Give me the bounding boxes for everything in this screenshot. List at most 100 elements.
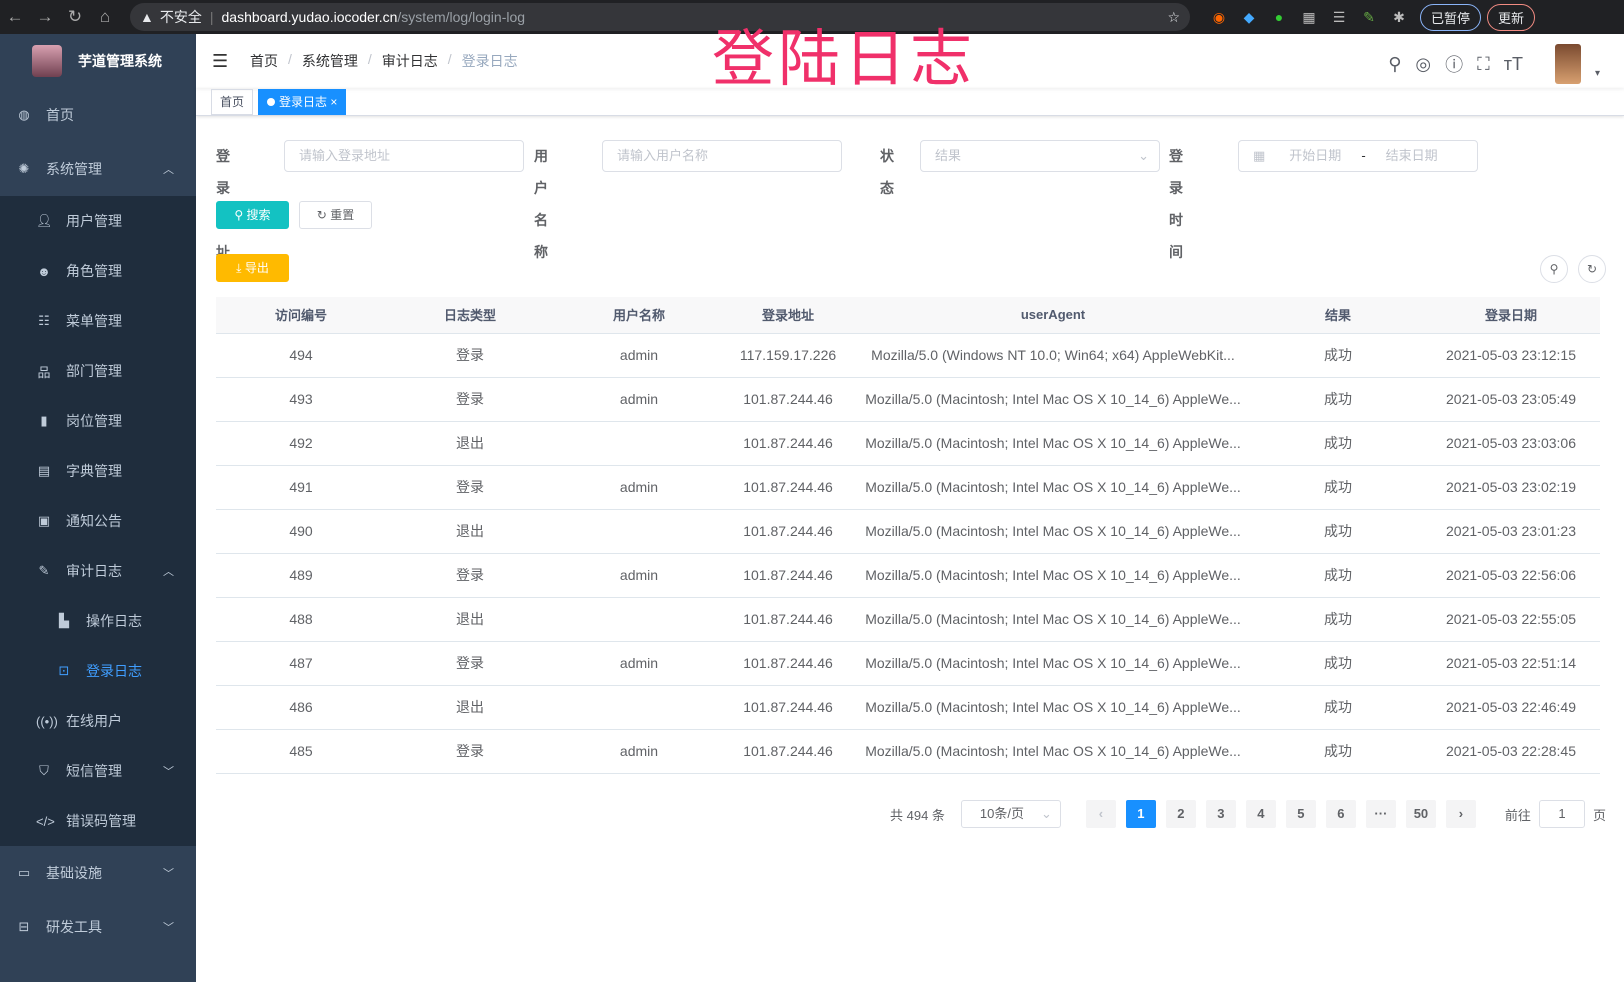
- table-cell: 成功: [1254, 509, 1422, 554]
- sidebar-item-online-user[interactable]: ((•)) 在线用户: [0, 696, 196, 746]
- export-button[interactable]: ⤓ 导出: [216, 254, 289, 282]
- chevron-down-icon: ⌄: [1138, 148, 1149, 163]
- avatar[interactable]: [1554, 44, 1581, 84]
- sidebar-item-dict[interactable]: ▤ 字典管理: [0, 446, 196, 496]
- bookmark-star-icon[interactable]: ☆: [1167, 8, 1180, 25]
- menu-label: 字典管理: [66, 463, 122, 479]
- hamburger-icon[interactable]: ☰: [212, 50, 229, 71]
- page-button[interactable]: 3: [1205, 800, 1236, 828]
- search-button[interactable]: ⚲ 搜索: [216, 201, 289, 229]
- next-page-button[interactable]: ›: [1445, 800, 1476, 828]
- table-row[interactable]: 487 登录 admin 101.87.244.46 Mozilla/5.0 (Maci…: [216, 641, 1600, 686]
- table-cell: 2021-05-03 23:01:23: [1422, 509, 1600, 554]
- puzzle-icon[interactable]: ✱: [1393, 8, 1405, 25]
- status-select[interactable]: 结果 ⌄: [920, 140, 1160, 172]
- extension-icon[interactable]: ◉: [1212, 8, 1226, 25]
- page-size-select[interactable]: 10条/页 ⌄: [960, 800, 1061, 828]
- sidebar-item-role[interactable]: ☻ 角色管理: [0, 246, 196, 296]
- goto-page-input[interactable]: 1: [1538, 800, 1585, 828]
- menu-label: 审计日志: [66, 563, 122, 579]
- url-host: dashboard.yudao.iocoder.cn: [221, 9, 398, 25]
- address-bar[interactable]: ▲ 不安全 | dashboard.yudao.iocoder.cn/syste…: [130, 3, 1190, 31]
- forward-icon[interactable]: →: [36, 7, 54, 26]
- login-addr-input[interactable]: 请输入登录地址: [284, 140, 524, 172]
- question-icon[interactable]: ⓘ: [1445, 55, 1464, 75]
- sidebar-item-dept[interactable]: 品部门管理: [0, 346, 196, 396]
- table-row[interactable]: 485 登录 admin 101.87.244.46 Mozilla/5.0 (Maci…: [216, 729, 1600, 774]
- caret-down-icon[interactable]: ▾: [1594, 67, 1600, 79]
- sidebar-item-infra[interactable]: ▭ 基础设施 ﹀: [0, 846, 196, 900]
- sidebar-item-login-log[interactable]: ⊡ 登录日志: [0, 646, 196, 696]
- logo-image: [32, 45, 62, 77]
- sidebar-item-user[interactable]: 👤︎ 用户管理: [0, 196, 196, 246]
- profile-button[interactable]: 已暂停: [1420, 3, 1482, 31]
- sidebar-item-menu[interactable]: ☷ 菜单管理: [0, 296, 196, 346]
- tag-home[interactable]: 首页: [211, 89, 254, 115]
- extension-icon[interactable]: ◆: [1243, 8, 1255, 25]
- prev-page-button[interactable]: ‹: [1085, 800, 1116, 828]
- table-row[interactable]: 490 退出 101.87.244.46 Mozilla/5.0 (Macintosh…: [216, 509, 1600, 554]
- page-button[interactable]: ···: [1365, 800, 1396, 828]
- online-icon: ((•)): [36, 713, 58, 729]
- table-cell: 成功: [1254, 333, 1422, 378]
- page-button[interactable]: 2: [1165, 800, 1196, 828]
- font-size-icon[interactable]: ᴛT: [1503, 53, 1523, 74]
- table-row[interactable]: 494 登录 admin 117.159.17.226 Mozilla/5.0 (Win…: [216, 333, 1600, 378]
- post-icon: ▮: [40, 413, 48, 428]
- sidebar-item-tool[interactable]: ⊟ 研发工具 ﹀: [0, 900, 196, 954]
- table-row[interactable]: 492 退出 101.87.244.46 Mozilla/5.0 (Macintosh…: [216, 421, 1600, 466]
- sidebar-item-system[interactable]: ✺ 系统管理 ︿: [0, 142, 196, 196]
- sidebar-item-notice[interactable]: ▣ 通知公告: [0, 496, 196, 546]
- table-cell: 490: [216, 509, 386, 554]
- button-label: 搜索: [246, 208, 271, 222]
- table-cell: 退出: [386, 421, 554, 466]
- sidebar-item-error-code[interactable]: </> 错误码管理: [0, 796, 196, 846]
- menu-label: 基础设施: [46, 865, 102, 881]
- close-icon[interactable]: ×: [330, 95, 338, 109]
- table-row[interactable]: 493 登录 admin 101.87.244.46 Mozilla/5.0 (Maci…: [216, 377, 1600, 422]
- extension-icon[interactable]: ☰: [1332, 8, 1346, 25]
- update-button[interactable]: 更新: [1487, 3, 1536, 31]
- tag-login-log[interactable]: 登录日志 ×: [258, 89, 347, 115]
- page-button[interactable]: 5: [1285, 800, 1316, 828]
- home-icon[interactable]: ⌂: [99, 7, 111, 26]
- sidebar-item-post[interactable]: ▮ 岗位管理: [0, 396, 196, 446]
- reset-button[interactable]: ↻ 重置: [299, 201, 372, 229]
- breadcrumb-item[interactable]: 首页: [250, 53, 278, 69]
- table-cell: 2021-05-03 22:28:45: [1422, 729, 1600, 774]
- sidebar-logo[interactable]: 芋道管理系统: [0, 34, 196, 88]
- table-row[interactable]: 491 登录 admin 101.87.244.46 Mozilla/5.0 (Maci…: [216, 465, 1600, 510]
- toggle-search-button[interactable]: ⚲: [1540, 255, 1568, 283]
- start-date[interactable]: 开始日期: [1289, 148, 1342, 163]
- sidebar-item-operate-log[interactable]: ▙ 操作日志: [0, 596, 196, 646]
- range-separator: -: [1361, 148, 1366, 163]
- table-cell: 2021-05-03 22:55:05: [1422, 597, 1600, 642]
- page-button[interactable]: 50: [1405, 800, 1436, 828]
- end-date[interactable]: 结束日期: [1385, 148, 1438, 163]
- date-range-picker[interactable]: ▦ 开始日期 - 结束日期: [1238, 140, 1478, 172]
- sidebar-item-audit-log[interactable]: ✎ 审计日志 ︿: [0, 546, 196, 596]
- github-icon[interactable]: ◎: [1415, 53, 1432, 74]
- extension-icon[interactable]: ✎: [1363, 8, 1375, 25]
- extension-icon[interactable]: ▦: [1302, 8, 1316, 25]
- refresh-button[interactable]: ↻: [1578, 255, 1606, 283]
- sidebar-item-sms[interactable]: ⛉ 短信管理 ﹀: [0, 746, 196, 796]
- refresh-icon: ↻: [1586, 262, 1598, 276]
- page-button[interactable]: 6: [1325, 800, 1356, 828]
- sidebar-item-home[interactable]: ◍ 首页: [0, 88, 196, 142]
- reload-icon[interactable]: ↻: [67, 7, 83, 26]
- username-input[interactable]: 请输入用户名称: [602, 140, 842, 172]
- search-icon[interactable]: ⚲: [1388, 53, 1402, 74]
- url-path: /system/log/login-log: [397, 9, 526, 25]
- page-button[interactable]: 4: [1245, 800, 1276, 828]
- table-cell: 2021-05-03 22:46:49: [1422, 685, 1600, 730]
- table-row[interactable]: 489 登录 admin 101.87.244.46 Mozilla/5.0 (Maci…: [216, 553, 1600, 598]
- table-row[interactable]: 488 退出 101.87.244.46 Mozilla/5.0 (Macintosh…: [216, 597, 1600, 642]
- fullscreen-icon[interactable]: ⛶: [1477, 53, 1490, 74]
- column-header: 登录日期: [1422, 297, 1600, 334]
- table-cell: Mozilla/5.0 (Macintosh; Intel Mac OS X 1…: [852, 685, 1254, 730]
- extension-icon[interactable]: ●: [1274, 9, 1284, 25]
- table-row[interactable]: 486 退出 101.87.244.46 Mozilla/5.0 (Macintosh…: [216, 685, 1600, 730]
- back-icon[interactable]: ←: [6, 7, 24, 26]
- page-button[interactable]: 1: [1125, 800, 1156, 828]
